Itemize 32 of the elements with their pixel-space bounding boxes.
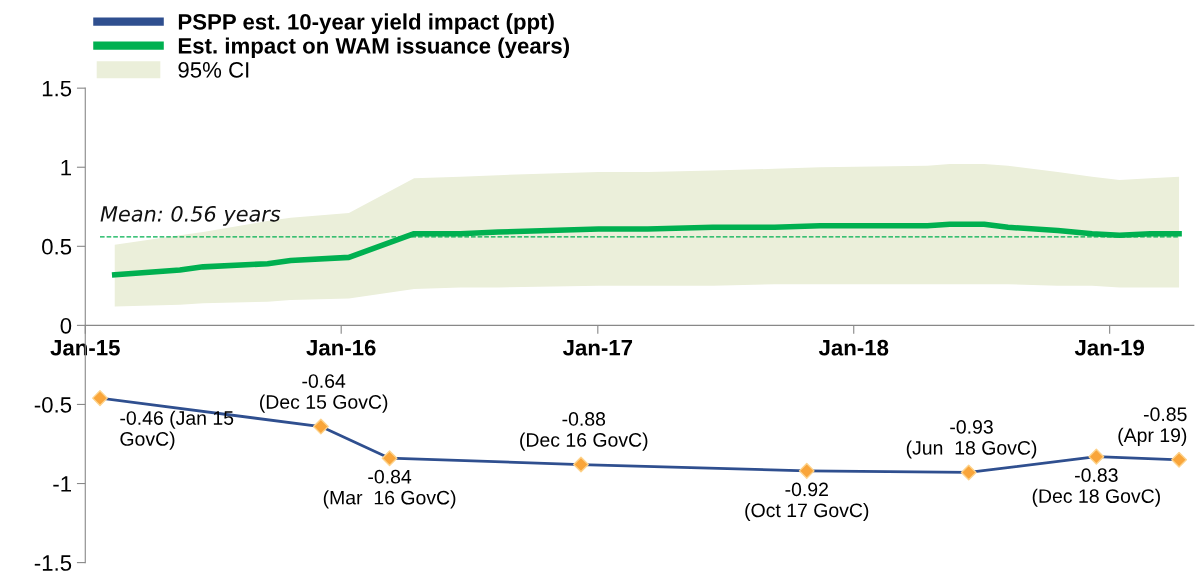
data-label: -0.85 (Apr 19) <box>1118 407 1187 446</box>
x-tick-label: Jan-15 <box>50 340 120 356</box>
legend-label: PSPP est. 10-year yield impact (ppt) <box>178 13 554 35</box>
x-tick-label: Jan-18 <box>818 339 889 356</box>
data-label: -0.83 (Dec 18 GovC) <box>1032 468 1160 507</box>
legend-label: Est. impact on WAM issuance (years) <box>178 37 570 59</box>
y-tick-label: 0.5 <box>42 238 72 255</box>
point <box>573 456 589 473</box>
y-tick-label: -0.5 <box>34 396 72 413</box>
x-tick-label: Jan-16 <box>306 339 376 356</box>
x-tick-label: Jan-19 <box>1074 339 1145 356</box>
point <box>1088 448 1105 465</box>
y-tick-label: -1.5 <box>34 555 72 571</box>
point <box>312 418 329 435</box>
data-label: -0.64 (Dec 15 GovC) <box>260 374 388 413</box>
y-tick-label: 0 <box>60 317 72 334</box>
point <box>381 450 398 467</box>
data-label: -0.93 (Jun 18 GovC) <box>906 420 1037 459</box>
y-tick-label: 1.5 <box>42 80 72 97</box>
point <box>798 462 815 479</box>
y-tick-label: 1 <box>61 160 71 176</box>
point <box>92 390 108 407</box>
point <box>1171 451 1188 468</box>
data-label: -0.84 (Mar 16 GovC) <box>323 469 456 509</box>
point <box>960 464 977 481</box>
ref-line-label: Mean: 0.56 years <box>100 205 281 226</box>
data-label: -0.88 (Dec 16 GovC) <box>520 412 648 451</box>
text: 95% CI <box>178 62 249 78</box>
data-label: -0.46 (Jan 15 GovC) <box>120 410 234 450</box>
y-tick-label: -1 <box>53 476 71 492</box>
data-label: -0.92 (Oct 17 GovC) <box>745 482 869 522</box>
x-tick-label: Jan-17 <box>562 340 633 356</box>
